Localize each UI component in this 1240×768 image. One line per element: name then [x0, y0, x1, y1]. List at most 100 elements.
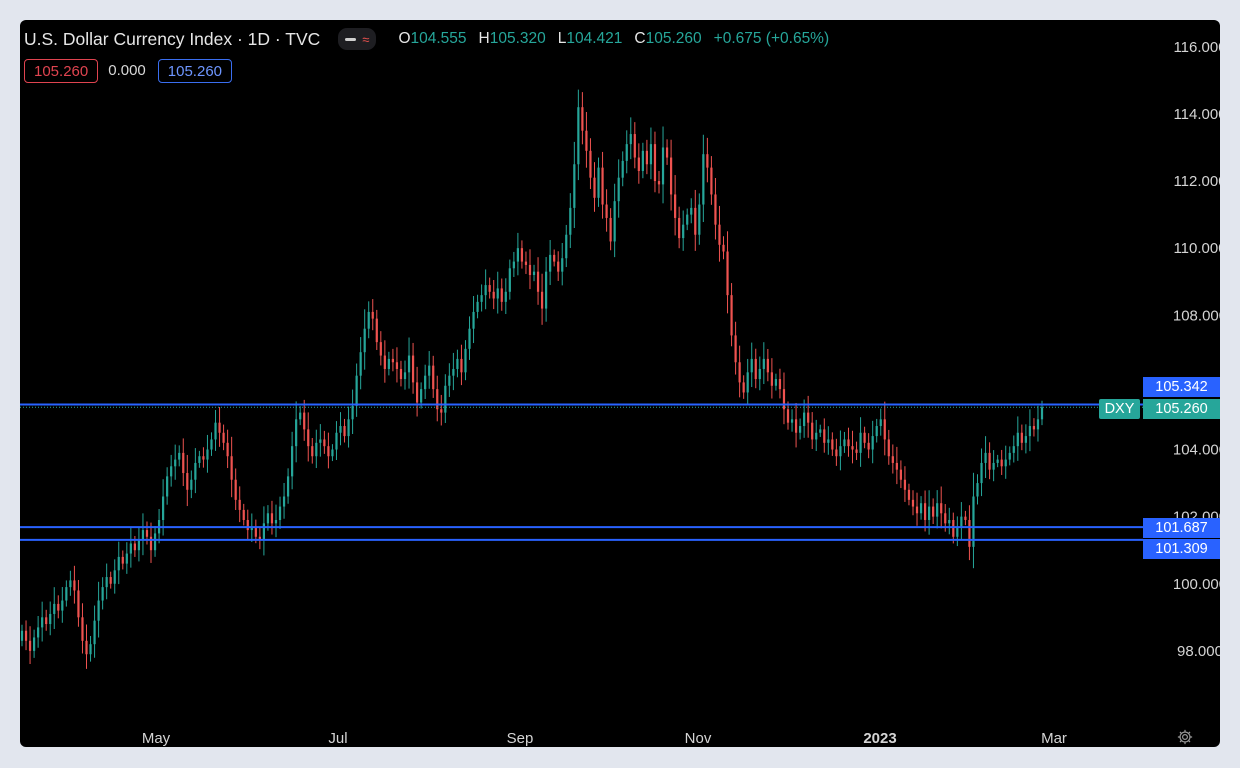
y-tick-label: 116.000	[1173, 39, 1220, 56]
candle-body	[424, 375, 427, 390]
candle-body	[903, 479, 907, 490]
open-label: O	[398, 30, 411, 47]
candle-body	[250, 526, 253, 531]
candle-body	[625, 144, 628, 161]
candle-body	[444, 385, 447, 413]
candle-body	[641, 150, 644, 171]
candle-body	[984, 452, 987, 463]
candle-body	[53, 603, 56, 614]
candle-body	[484, 285, 487, 296]
candle-body	[871, 436, 874, 450]
candle-body	[57, 603, 60, 611]
candle-body	[480, 295, 483, 302]
candle-body	[843, 439, 846, 447]
candle-body	[928, 506, 931, 520]
symbol-tag: DXY	[1099, 399, 1140, 419]
indicator-toggle[interactable]: ≈	[338, 28, 377, 50]
candle-body	[690, 207, 693, 215]
candle-body	[561, 258, 564, 272]
candle-body	[782, 389, 786, 410]
candle-body	[1016, 432, 1019, 447]
candle-body	[911, 499, 915, 507]
candle-body	[214, 422, 217, 440]
candle-body	[238, 499, 241, 510]
candle-body	[968, 519, 971, 547]
candle-body	[65, 587, 68, 601]
candle-body	[718, 224, 721, 245]
candle-body	[456, 358, 459, 369]
candle-body	[133, 543, 136, 551]
low-label: L	[557, 30, 567, 47]
price-chart[interactable]: 116.000 114.000 112.000 110.000 108.000 104.0…	[20, 20, 1220, 747]
candle-body	[710, 167, 713, 195]
candle-body	[93, 620, 96, 645]
candle-body	[778, 379, 782, 390]
hline-low-price-tag[interactable]: 101.309	[1143, 539, 1220, 559]
candle-body	[153, 533, 157, 551]
x-tick-label: Nov	[685, 730, 712, 747]
candle-body	[972, 496, 975, 547]
sell-button[interactable]: 105.260	[24, 59, 99, 83]
candle-body	[117, 556, 120, 571]
candle-body	[738, 362, 741, 383]
candle-body	[803, 412, 806, 427]
candle-body	[339, 426, 342, 433]
y-tick-label: 98.000	[1177, 643, 1220, 660]
buy-button[interactable]: 105.260	[157, 59, 233, 83]
candle-body	[45, 617, 48, 625]
candle-body	[553, 254, 556, 262]
candle-body	[585, 130, 588, 151]
candle-body	[331, 449, 334, 457]
hline-mid-price-tag[interactable]: 101.687	[1143, 518, 1220, 538]
candle-body	[722, 244, 725, 252]
candle-body	[883, 419, 886, 440]
candle-body	[988, 452, 991, 470]
y-tick-label: 104.000	[1173, 442, 1220, 459]
candle-body	[448, 375, 451, 386]
candle-body	[1000, 459, 1003, 467]
candle-body	[617, 177, 620, 202]
candle-body	[20, 630, 24, 641]
change-value: +0.675 (+0.65%)	[713, 30, 830, 47]
candle-body	[964, 516, 967, 520]
candle-body	[258, 536, 261, 541]
candle-body	[827, 439, 830, 443]
candle-body	[420, 389, 423, 403]
candle-body	[569, 207, 572, 235]
gear-icon[interactable]	[1176, 728, 1194, 746]
chart-frame[interactable]: 116.000 114.000 112.000 110.000 108.000 104.0…	[20, 20, 1220, 747]
candle-body	[714, 194, 717, 225]
candle-body	[794, 419, 798, 433]
candle-body	[496, 288, 499, 299]
candle-body	[770, 372, 773, 386]
candle-body	[77, 590, 80, 618]
candle-body	[649, 144, 653, 165]
candle-body	[960, 516, 963, 527]
high-label: H	[478, 30, 490, 47]
candle-body	[198, 456, 201, 463]
candle-body	[141, 530, 145, 541]
candle-body	[540, 291, 544, 309]
candle-body	[742, 382, 745, 393]
candle-body	[750, 358, 753, 373]
candle-body	[375, 318, 378, 343]
candle-body	[37, 627, 40, 638]
symbol-title[interactable]: U.S. Dollar Currency Index · 1D · TVC	[24, 28, 321, 49]
candle-body	[601, 167, 604, 205]
candle-body	[186, 473, 189, 490]
candle-body	[460, 358, 463, 373]
hline-top-price-tag[interactable]: 105.342	[1143, 377, 1220, 397]
candle-body	[323, 439, 326, 447]
candle-body	[545, 271, 548, 309]
candle-body	[32, 637, 36, 651]
candle-body	[391, 358, 395, 363]
candle-body	[274, 519, 278, 524]
candle-body	[230, 456, 233, 480]
spread-value: 0.000	[108, 62, 146, 79]
candle-body	[129, 543, 132, 554]
candle-body	[674, 194, 677, 218]
y-tick-label: 110.000	[1173, 240, 1220, 257]
candle-body	[49, 613, 52, 625]
candle-body	[956, 526, 959, 537]
candle-body	[694, 207, 697, 235]
